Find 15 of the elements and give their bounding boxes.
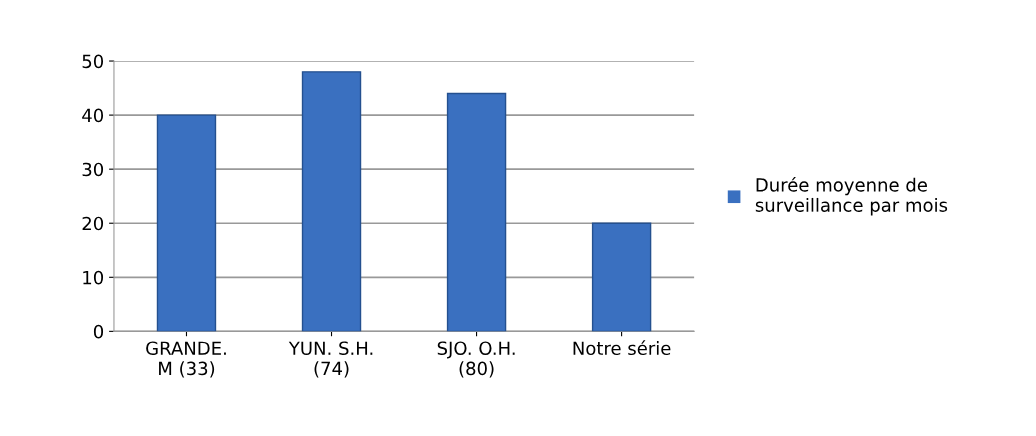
bar xyxy=(156,114,217,332)
y-tick-label: 0 xyxy=(93,324,104,339)
x-tick-label: YUN. S.H. (74) xyxy=(288,341,373,378)
x-tick-label: GRANDE. M (33) xyxy=(146,341,226,378)
y-tick-label: 40 xyxy=(82,108,104,123)
bar xyxy=(301,71,362,332)
bar xyxy=(446,92,507,332)
y-tick-label: 50 xyxy=(82,54,104,69)
y-tick-label: 30 xyxy=(82,162,104,177)
x-tick-label: SJO. O.H. (80) xyxy=(437,341,515,378)
bar xyxy=(591,222,652,332)
y-tick-label: 20 xyxy=(82,216,104,231)
legend-label: Durée moyenne de surveillance par mois xyxy=(755,176,948,216)
x-tick-label: Notre série xyxy=(573,340,671,356)
y-tick-label: 10 xyxy=(83,270,104,285)
